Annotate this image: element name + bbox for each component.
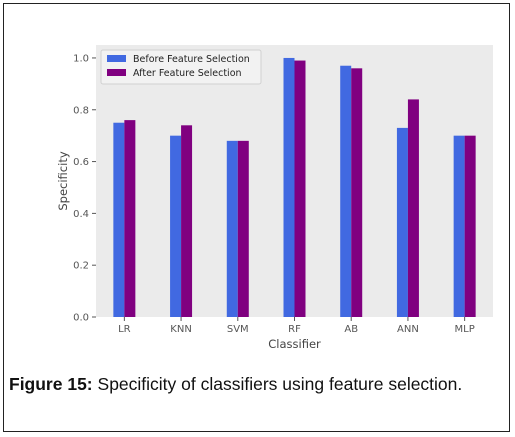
legend: Before Feature Selection After Feature Se… [100,49,262,85]
x-axis-label: Classifier [268,337,321,351]
bar-svm-series-2 [237,140,249,317]
legend-box [100,49,262,85]
bar-ann-series-2 [407,99,419,318]
x-tick-label: SVM [227,324,249,335]
bar-ab-series-2 [351,68,363,317]
figure-caption-text: Specificity of classifiers using feature… [97,374,463,394]
bars-group [113,57,476,318]
bar-ann-series-1 [396,127,408,318]
figure-caption: Figure 15: Specificity of classifiers us… [9,371,501,397]
legend-swatch [107,55,126,62]
bar-rf-series-2 [294,60,306,318]
bar-knn-series-1 [170,135,182,317]
y-tick-label: 0.6 [73,157,89,168]
bar-lr-series-1 [113,122,125,317]
y-axis: 0.0 0.2 0.4 0.6 0.8 1.0 [73,53,96,324]
legend-swatch [107,69,126,76]
bar-rf-series-1 [283,57,295,317]
bar-lr-series-2 [124,120,136,317]
legend-entry-label: After Feature Selection [133,68,242,79]
bar-mlp-series-1 [453,135,465,317]
specificity-bar-chart: 0.0 0.2 0.4 0.6 0.8 1.0 LR KNN SVM RF AB ANN MLP Sp… [56,45,493,351]
figure-label: Figure 15: [9,374,93,394]
x-tick-label: ANN [397,324,419,335]
y-tick-label: 0.0 [73,313,89,324]
bar-mlp-series-2 [464,135,476,317]
x-axis: LR KNN SVM RF AB ANN MLP [118,317,475,335]
x-tick-label: LR [118,324,131,335]
bar-ab-series-1 [340,65,352,317]
y-tick-label: 0.2 [73,261,89,272]
y-axis-label: Specificity [56,151,70,210]
x-tick-label: RF [288,324,301,335]
x-tick-label: KNN [170,324,192,335]
x-tick-label: AB [344,324,358,335]
y-tick-label: 0.8 [73,105,89,116]
y-tick-label: 1.0 [73,53,89,64]
legend-entry-label: Before Feature Selection [133,54,250,65]
bar-knn-series-2 [181,125,193,317]
y-tick-label: 0.4 [73,209,89,220]
bar-svm-series-1 [226,140,238,317]
x-tick-label: MLP [455,324,475,335]
